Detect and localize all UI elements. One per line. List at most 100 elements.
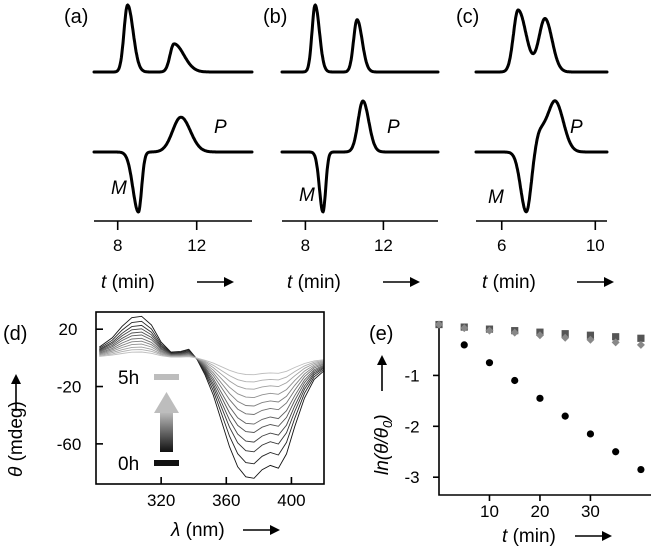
chromatogram-panel-b: (b) M P 8 12 t (min) [263,3,440,293]
plus-enantiomer-label: P [387,117,400,138]
x-axis-variable: t [502,526,508,547]
minus-enantiomer-label: M [111,178,127,199]
y-tick-label: -3 [404,468,419,487]
x-tick-label: 10 [586,236,605,255]
cd-spectrum-curve [99,331,325,433]
panel-label: (b) [263,6,287,28]
x-axis-label: t (min) [101,272,155,293]
cd-spectrum-curve [99,337,325,415]
data-point [510,328,519,337]
y-axis-label-subscript: 0 [380,420,395,428]
x-tick-label: 10 [480,502,499,521]
cd-spectrum-curve [99,328,325,443]
x-axis-unit: (min) [513,526,556,547]
cd-spectra-panel-d: (d) 20 -20 -60 320 360 400 λ (nm) θ (mde… [3,311,325,541]
data-point [612,333,620,341]
time-arrow-shaft [160,412,173,452]
panel-label: (a) [64,6,88,28]
x-tick-label: 320 [147,491,175,510]
data-point [536,394,544,402]
cd-spectrum-curve [99,346,325,390]
x-axis-unit: (min) [493,272,536,293]
data-point [485,326,494,335]
x-axis-variable: t [287,272,293,293]
data-point [535,331,544,340]
kinetics-panel-e: (e) -1 -2 -3 10 20 30 t (min) ln(θ/θ0) [369,320,651,547]
minus-enantiomer-label: M [299,185,315,206]
x-tick-label: 12 [187,236,206,255]
data-point [460,341,468,349]
x-axis-unit: (min) [298,272,341,293]
x-axis-variable: t [482,272,488,293]
cd-spectrum-curve [99,334,325,425]
minus-enantiomer-label: M [488,187,504,208]
cd-spectra-curves [99,315,325,479]
y-tick-label: -2 [404,417,419,436]
x-ticks [160,477,293,484]
x-axis-label: t (min) [502,526,556,547]
panel-label: (e) [369,323,393,345]
x-tick-label: 360 [212,491,240,510]
data-point [611,338,620,347]
data-point [561,333,570,342]
y-tick-label: 20 [59,320,78,339]
x-tick-label: 12 [374,236,393,255]
x-axis-unit: (nm) [186,520,225,541]
y-axis-label: ln(θ/θ0) [372,414,395,475]
cd-spectrum-curve [99,315,325,479]
panel-label: (d) [3,323,27,345]
cd-spectrum-curve [99,343,325,399]
time-arrow-head [154,392,179,413]
cd-spectrum-curve [99,349,325,383]
data-point [612,448,620,456]
x-axis-unit: (min) [112,272,155,293]
data-point [586,430,595,438]
cd-spectrum-curve [99,340,325,407]
data-points [435,320,645,474]
data-point [561,412,569,420]
plus-enantiomer-label: P [214,117,227,138]
plus-enantiomer-label: P [570,117,583,138]
y-axis-label-text: ln(θ/θ [372,427,393,475]
x-axis-label: t (min) [482,272,536,293]
chromatogram-panel-c: (c) M P 6 10 t (min) [456,6,614,293]
y-tick-label: -20 [57,378,82,397]
data-point [637,334,645,342]
y-tick-label: -60 [57,435,82,454]
x-tick-label: 20 [530,502,549,521]
data-point [636,340,645,349]
data-point [586,335,595,344]
y-axis-label-close: ) [372,414,393,422]
x-tick-label: 8 [301,236,310,255]
data-point [460,324,469,333]
y-ticks [433,374,439,478]
x-axis-label: t (min) [287,272,341,293]
panel-label: (c) [456,6,479,28]
cd-trace [280,99,440,214]
x-tick-label: 6 [497,236,506,255]
chromatogram-panel-a: (a) M P 8 12 t (min) [64,3,254,293]
cd-spectrum-curve [99,351,325,376]
x-tick-label: 8 [113,236,122,255]
y-tick-label: -1 [404,366,419,385]
data-point [586,331,595,339]
time-legend-start-label: 0h [118,454,139,475]
time-legend-end-label: 5h [118,368,139,389]
x-tick-label: 400 [277,491,305,510]
data-point [435,320,443,329]
data-point [637,465,645,474]
x-axis-variable: λ [170,520,180,541]
absorbance-trace [92,3,254,74]
data-point [485,359,494,367]
y-axis-unit: (mdeg) [6,401,27,461]
absorbance-trace [280,3,440,74]
cd-trace [474,99,609,214]
x-axis-label: λ (nm) [170,520,225,541]
data-point [561,330,569,338]
data-point [511,376,519,385]
x-ticks [488,495,592,501]
y-axis-variable: θ [6,466,27,477]
y-axis-label: θ (mdeg) [6,401,27,477]
absorbance-trace [474,8,609,74]
